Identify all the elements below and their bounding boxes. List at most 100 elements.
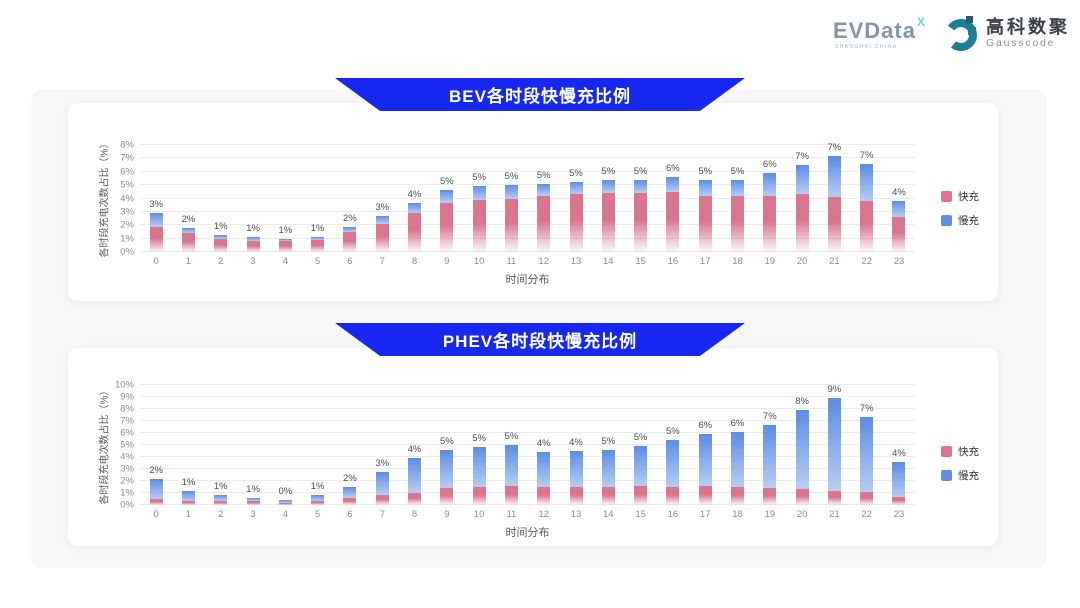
bar-segment-fast-charge[interactable] <box>149 226 163 252</box>
stacked-bar[interactable] <box>730 431 744 505</box>
bar-segment-fast-charge[interactable] <box>698 485 712 505</box>
bar-segment-fast-charge[interactable] <box>666 191 680 252</box>
bar-segment-slow-charge[interactable] <box>763 424 777 489</box>
bar-segment-fast-charge[interactable] <box>408 213 422 252</box>
stacked-bar[interactable] <box>278 239 292 252</box>
stacked-bar[interactable] <box>214 495 228 505</box>
stacked-bar[interactable] <box>181 490 195 505</box>
stacked-bar[interactable] <box>634 179 648 252</box>
bar-segment-slow-charge[interactable] <box>214 495 228 502</box>
stacked-bar[interactable] <box>278 499 292 505</box>
bar-segment-fast-charge[interactable] <box>278 241 292 252</box>
stacked-bar[interactable] <box>892 201 906 252</box>
bar-segment-fast-charge[interactable] <box>795 194 809 252</box>
bar-segment-slow-charge[interactable] <box>634 446 648 486</box>
stacked-bar[interactable] <box>375 215 389 252</box>
bar-segment-slow-charge[interactable] <box>214 234 228 240</box>
bar-segment-fast-charge[interactable] <box>311 501 325 505</box>
stacked-bar[interactable] <box>311 494 325 505</box>
stacked-bar[interactable] <box>343 487 357 505</box>
bar-segment-fast-charge[interactable] <box>730 487 744 505</box>
bar-segment-slow-charge[interactable] <box>278 239 292 242</box>
bar-segment-fast-charge[interactable] <box>181 500 195 505</box>
stacked-bar[interactable] <box>666 440 680 505</box>
bar-segment-slow-charge[interactable] <box>149 478 163 499</box>
bar-segment-slow-charge[interactable] <box>375 472 389 496</box>
stacked-bar[interactable] <box>892 461 906 505</box>
legend-item-fast[interactable]: 快充 <box>941 189 979 204</box>
bar-segment-fast-charge[interactable] <box>504 485 518 505</box>
bar-segment-fast-charge[interactable] <box>278 502 292 505</box>
stacked-bar[interactable] <box>246 237 260 252</box>
stacked-bar[interactable] <box>311 236 325 252</box>
bar-segment-slow-charge[interactable] <box>892 461 906 497</box>
bar-segment-slow-charge[interactable] <box>601 179 615 194</box>
stacked-bar[interactable] <box>860 163 874 252</box>
bar-segment-fast-charge[interactable] <box>634 193 648 252</box>
bar-segment-fast-charge[interactable] <box>698 195 712 252</box>
legend-item-slow[interactable]: 慢充 <box>941 213 979 228</box>
stacked-bar[interactable] <box>504 185 518 252</box>
bar-segment-slow-charge[interactable] <box>730 431 744 487</box>
bar-segment-slow-charge[interactable] <box>408 202 422 214</box>
stacked-bar[interactable] <box>537 452 551 505</box>
bar-segment-slow-charge[interactable] <box>246 237 260 242</box>
bar-segment-slow-charge[interactable] <box>343 487 357 498</box>
stacked-bar[interactable] <box>214 234 228 252</box>
bar-segment-slow-charge[interactable] <box>763 173 777 196</box>
bar-segment-fast-charge[interactable] <box>440 488 454 505</box>
bar-segment-fast-charge[interactable] <box>246 241 260 252</box>
stacked-bar[interactable] <box>343 226 357 252</box>
stacked-bar[interactable] <box>763 424 777 505</box>
bar-segment-fast-charge[interactable] <box>666 487 680 505</box>
bar-segment-slow-charge[interactable] <box>569 451 583 487</box>
bar-segment-slow-charge[interactable] <box>472 447 486 487</box>
stacked-bar[interactable] <box>634 446 648 505</box>
bar-segment-slow-charge[interactable] <box>698 434 712 486</box>
bar-segment-slow-charge[interactable] <box>827 155 841 198</box>
bar-segment-slow-charge[interactable] <box>537 452 551 487</box>
stacked-bar[interactable] <box>698 434 712 505</box>
stacked-bar[interactable] <box>149 213 163 252</box>
stacked-bar[interactable] <box>763 173 777 252</box>
bar-segment-slow-charge[interactable] <box>666 177 680 192</box>
bar-segment-fast-charge[interactable] <box>311 239 325 252</box>
stacked-bar[interactable] <box>408 202 422 252</box>
bar-segment-fast-charge[interactable] <box>827 197 841 252</box>
bar-segment-fast-charge[interactable] <box>343 497 357 505</box>
bar-segment-slow-charge[interactable] <box>827 398 841 491</box>
bar-segment-fast-charge[interactable] <box>214 501 228 505</box>
stacked-bar[interactable] <box>472 186 486 252</box>
bar-segment-fast-charge[interactable] <box>827 490 841 505</box>
bar-segment-fast-charge[interactable] <box>181 233 195 252</box>
stacked-bar[interactable] <box>827 155 841 252</box>
bar-segment-fast-charge[interactable] <box>375 223 389 252</box>
bar-segment-slow-charge[interactable] <box>504 445 518 486</box>
bar-segment-slow-charge[interactable] <box>860 417 874 492</box>
stacked-bar[interactable] <box>569 182 583 252</box>
stacked-bar[interactable] <box>181 227 195 252</box>
bar-segment-fast-charge[interactable] <box>730 195 744 252</box>
bar-segment-slow-charge[interactable] <box>181 490 195 501</box>
bar-segment-slow-charge[interactable] <box>343 226 357 232</box>
bar-segment-fast-charge[interactable] <box>860 491 874 505</box>
bar-segment-slow-charge[interactable] <box>504 185 518 199</box>
stacked-bar[interactable] <box>601 449 615 505</box>
bar-segment-fast-charge[interactable] <box>214 239 228 252</box>
stacked-bar[interactable] <box>537 183 551 252</box>
bar-segment-slow-charge[interactable] <box>278 499 292 503</box>
bar-segment-slow-charge[interactable] <box>440 449 454 489</box>
bar-segment-slow-charge[interactable] <box>440 190 454 203</box>
bar-segment-fast-charge[interactable] <box>537 487 551 505</box>
bar-segment-fast-charge[interactable] <box>472 487 486 505</box>
bar-segment-fast-charge[interactable] <box>569 486 583 505</box>
bar-segment-fast-charge[interactable] <box>246 501 260 505</box>
bar-segment-slow-charge[interactable] <box>181 227 195 234</box>
bar-segment-slow-charge[interactable] <box>892 201 906 218</box>
bar-segment-fast-charge[interactable] <box>537 195 551 252</box>
stacked-bar[interactable] <box>666 177 680 252</box>
stacked-bar[interactable] <box>569 451 583 505</box>
bar-segment-slow-charge[interactable] <box>730 179 744 196</box>
bar-segment-fast-charge[interactable] <box>601 487 615 505</box>
bar-segment-fast-charge[interactable] <box>472 199 486 252</box>
